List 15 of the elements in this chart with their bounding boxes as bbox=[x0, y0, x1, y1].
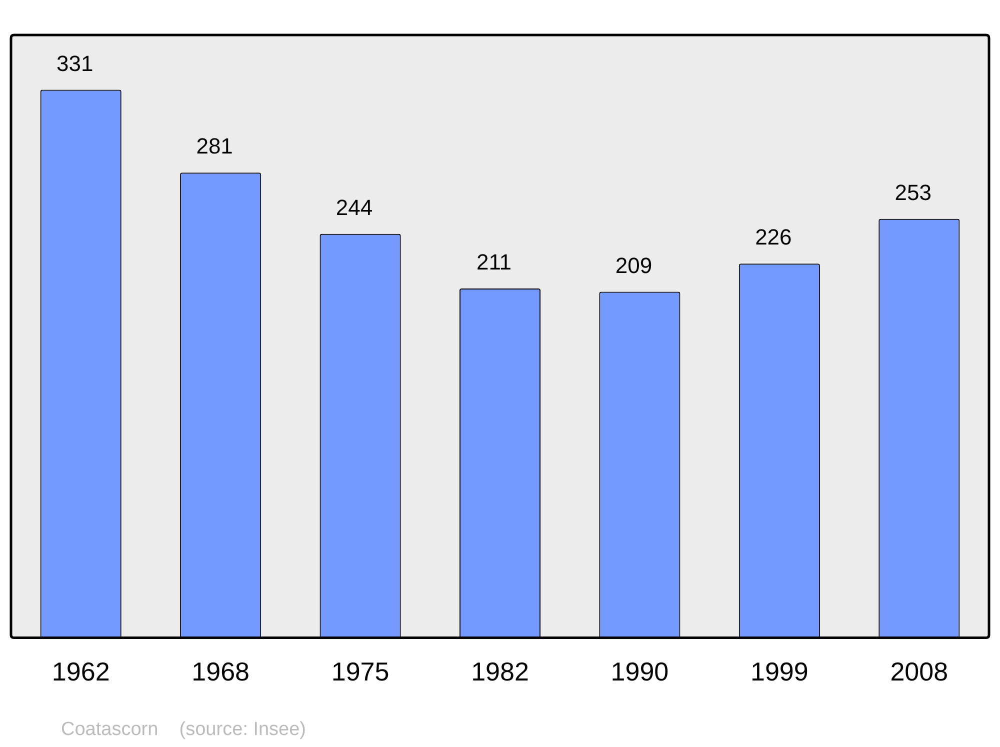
x-tick-label: 1982 bbox=[471, 656, 529, 687]
x-tick-label: 1968 bbox=[192, 656, 250, 687]
data-label: 226 bbox=[755, 224, 792, 250]
data-label: 211 bbox=[476, 250, 512, 275]
x-tick-label: 1999 bbox=[750, 656, 808, 687]
x-tick-label: 1962 bbox=[52, 656, 110, 687]
data-label: 281 bbox=[196, 134, 233, 159]
data-label: 331 bbox=[56, 50, 94, 76]
x-tick-label: 1975 bbox=[331, 656, 390, 687]
data-label: 244 bbox=[336, 194, 373, 220]
data-label: 253 bbox=[894, 180, 932, 205]
data-label: 209 bbox=[615, 252, 652, 278]
text: Coatascorn (source: Insee) bbox=[61, 719, 306, 740]
x-tick-label: 1990 bbox=[610, 656, 669, 687]
x-tick-label: 2008 bbox=[890, 656, 948, 687]
